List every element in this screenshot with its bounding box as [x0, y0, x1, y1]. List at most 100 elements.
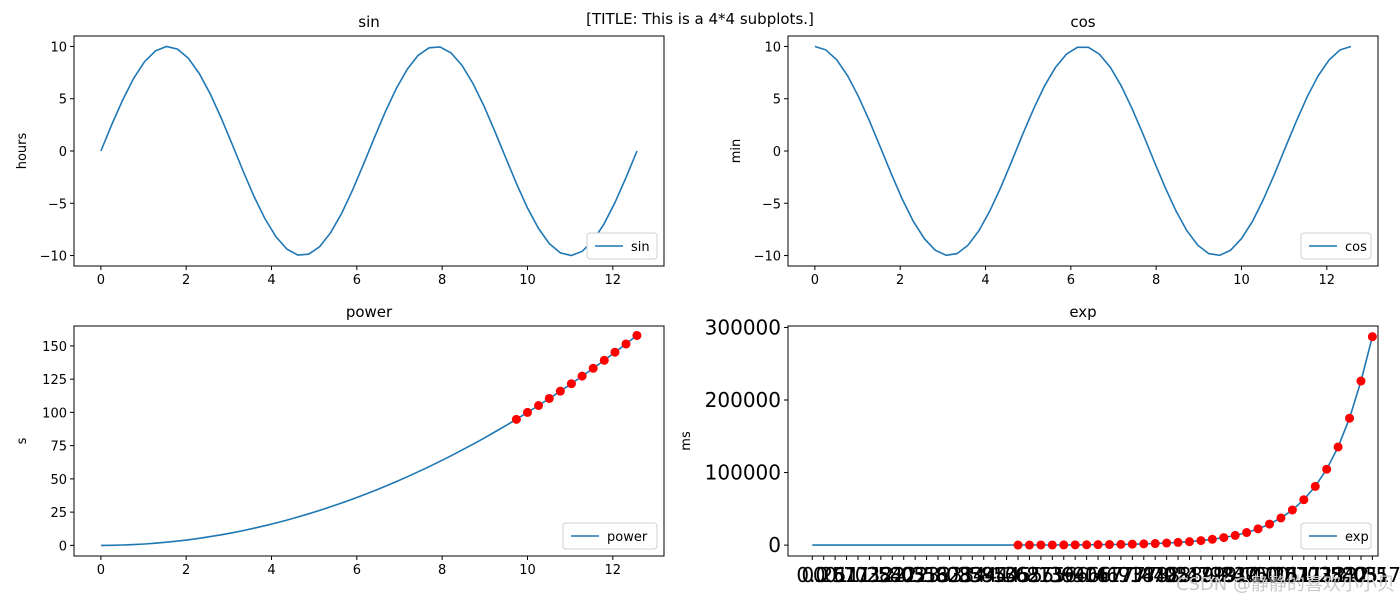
y-tick-label: 10: [764, 40, 781, 55]
red-marker: [1299, 495, 1309, 505]
red-marker: [1367, 332, 1377, 342]
y-tick-label: 5: [773, 93, 781, 108]
y-tick-label: 100: [42, 406, 67, 421]
red-marker: [1242, 528, 1252, 538]
red-marker: [1116, 539, 1126, 549]
red-marker: [1036, 540, 1046, 550]
red-marker: [610, 347, 620, 357]
x-tick-label: 2: [182, 273, 190, 288]
x-tick-label: 2.05: [881, 563, 926, 587]
x-tick-label: 10.0: [1236, 563, 1281, 587]
red-marker: [1219, 533, 1229, 543]
red-marker: [522, 407, 532, 417]
power-line: [100, 334, 638, 547]
x-tick-label: 12: [605, 563, 622, 578]
legend-label: sin: [631, 240, 650, 255]
y-tick-label: 75: [50, 440, 67, 455]
exp-subplot: expms01000002000003000000.00.260.510.771…: [679, 303, 1400, 587]
x-tick-label: 11.54: [1298, 563, 1355, 587]
axes-frame: [787, 325, 1379, 557]
x-tick-label: 2.31: [893, 563, 938, 587]
figure-suptitle: [TITLE: This is a 4*4 subplots.]: [586, 10, 814, 28]
x-tick-label: 7.44: [1122, 563, 1167, 587]
x-tick-label: 0: [97, 273, 105, 288]
red-marker: [1013, 540, 1023, 550]
x-tick-label: 12: [605, 273, 622, 288]
red-marker: [511, 414, 521, 424]
red-marker: [588, 363, 598, 373]
y-tick-label: 150: [42, 340, 67, 355]
x-tick-label: 10.26: [1241, 563, 1298, 587]
red-marker: [1162, 538, 1172, 548]
x-tick-label: 4: [981, 273, 989, 288]
x-tick-label: 5.39: [1030, 563, 1075, 587]
x-tick-label: 6.41: [1076, 563, 1121, 587]
x-tick-label: 3.85: [961, 563, 1006, 587]
x-tick-label: 2: [896, 273, 904, 288]
x-tick-label: 6: [353, 273, 361, 288]
y-tick-label: 5: [59, 93, 67, 108]
x-tick-label: 1.03: [836, 563, 881, 587]
red-marker: [1207, 534, 1217, 544]
axes-frame: [73, 35, 665, 267]
red-marker: [1093, 540, 1103, 550]
y-axis-label: ms: [679, 431, 694, 451]
red-marker: [566, 379, 576, 389]
sin-subplot: sin hours −10 −5 0 5 10 0 2 4 6 8 10 12 sin: [15, 13, 665, 288]
x-tick-label: 4: [267, 563, 275, 578]
red-marker: [1230, 530, 1240, 540]
x-tick-label: 4.62: [996, 563, 1041, 587]
x-tick-label: 0.26: [801, 563, 846, 587]
x-tick-label: 12.57: [1344, 563, 1400, 587]
subplot-title: exp: [1069, 303, 1096, 321]
x-tick-label: 8.21: [1156, 563, 1201, 587]
x-tick-label: 8: [1152, 273, 1160, 288]
red-marker: [1150, 539, 1160, 549]
legend: power: [562, 522, 658, 550]
red-marker: [1070, 540, 1080, 550]
y-tick-label: −10: [40, 250, 67, 265]
watermark: CSDN @静静的喜欢小小贝: [1176, 574, 1395, 595]
exp-line: [812, 336, 1374, 546]
x-tick-label: 9.75: [1224, 563, 1269, 587]
y-tick-label: 125: [42, 373, 67, 388]
x-tick-label: 5.13: [1019, 563, 1064, 587]
y-tick-label: 25: [50, 506, 67, 521]
x-tick-label: 3.59: [950, 563, 995, 587]
x-tick-label: 11.80: [1309, 563, 1366, 587]
x-tick-label: 12.05: [1321, 563, 1378, 587]
legend: exp: [1300, 522, 1372, 550]
axes-frame: [73, 325, 665, 557]
subplot-title: sin: [358, 13, 380, 31]
x-tick-label: 8: [438, 563, 446, 578]
x-tick-label: 2: [182, 563, 190, 578]
x-tick-label: 4.36: [984, 563, 1029, 587]
y-tick-label: 50: [50, 473, 67, 488]
legend: cos: [1300, 232, 1372, 260]
red-marker: [632, 330, 642, 340]
x-tick-label: 0.51: [813, 563, 858, 587]
y-axis-label: s: [15, 437, 30, 444]
x-tick-label: 10: [1233, 273, 1250, 288]
y-tick-label: 0: [773, 145, 781, 160]
legend-label: exp: [1345, 530, 1369, 545]
red-marker: [1322, 464, 1332, 474]
x-tick-label: 12.31: [1332, 563, 1389, 587]
x-tick-label: 10.51: [1252, 563, 1309, 587]
x-tick-label: 6: [353, 563, 361, 578]
x-tick-label: 6.67: [1087, 563, 1132, 587]
axes-frame: [787, 35, 1379, 267]
x-tick-label: 8.47: [1167, 563, 1212, 587]
red-marker: [1253, 524, 1263, 534]
red-marker: [1139, 539, 1149, 549]
legend-label: power: [607, 530, 648, 545]
legend-box: [562, 522, 658, 550]
x-tick-label: 10.77: [1264, 563, 1321, 587]
x-tick-label: 10: [519, 563, 536, 578]
red-marker: [1127, 539, 1137, 549]
y-tick-label: 10: [50, 40, 67, 55]
x-tick-label: 6: [1067, 273, 1075, 288]
y-tick-label: 200000: [705, 388, 781, 412]
x-tick-label: 8: [438, 273, 446, 288]
